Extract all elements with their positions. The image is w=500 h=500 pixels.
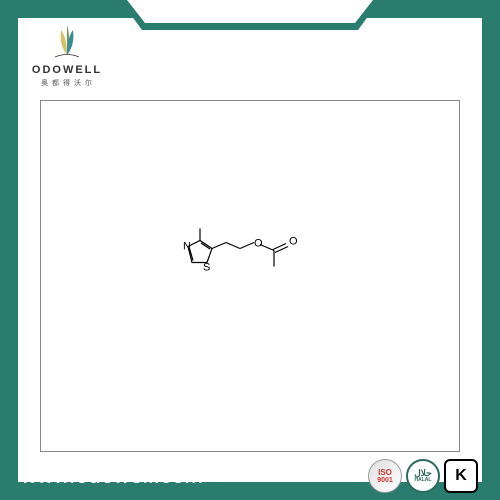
atom-s: S: [203, 261, 210, 273]
logo-underline: [55, 55, 79, 58]
brand-name: ODOWELL: [22, 64, 112, 76]
atom-o-ester: O: [254, 237, 263, 249]
atom-o-carbonyl: O: [289, 235, 298, 247]
atom-n: N: [183, 240, 191, 252]
footer: www.odowell.com ISO 9001 حلال HALAL K: [0, 452, 500, 500]
chain-1: [212, 242, 226, 248]
kosher-badge: K: [444, 459, 478, 493]
top-banner-inner: [127, 0, 373, 23]
thiazole-ring: [188, 240, 212, 262]
iso-label-bottom: 9001: [377, 477, 393, 484]
molecule-structure: N S O O: [170, 226, 330, 291]
brand-subtitle: 奥 都 得 沃 尔: [22, 78, 112, 88]
chain-2: [226, 242, 240, 248]
halal-label: HALAL: [414, 478, 431, 483]
content-box: N S O O: [40, 100, 460, 452]
brand-logo: ODOWELL 奥 都 得 沃 尔: [22, 20, 112, 92]
halal-badge: حلال HALAL: [406, 459, 440, 493]
iso-label-top: ISO: [377, 469, 393, 477]
chain-3: [240, 242, 254, 248]
certification-badges: ISO 9001 حلال HALAL K: [368, 459, 478, 493]
leaf-left: [61, 30, 67, 55]
website-url: www.odowell.com: [22, 463, 204, 489]
logo-icon: [47, 20, 87, 60]
iso-badge: ISO 9001: [368, 459, 402, 493]
kosher-label: K: [455, 468, 467, 484]
